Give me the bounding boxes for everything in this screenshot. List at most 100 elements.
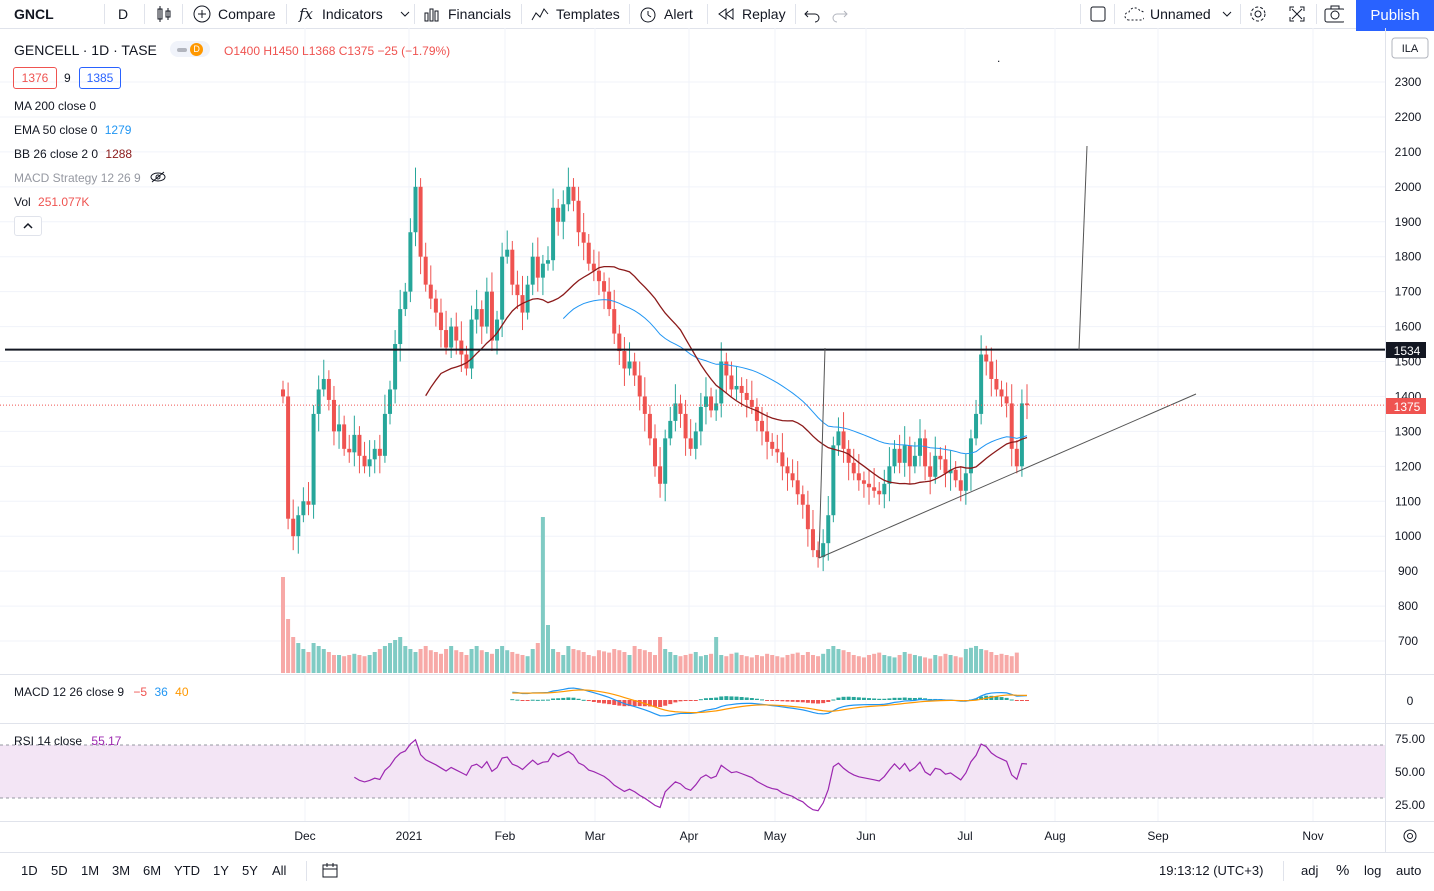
rsi-legend[interactable]: RSI 14 close 55.17 xyxy=(14,734,121,748)
alert-button[interactable]: Alert xyxy=(638,0,693,28)
divider xyxy=(414,4,415,24)
volume-bar xyxy=(963,649,968,673)
candle-body xyxy=(357,434,362,456)
volume-bar xyxy=(928,658,933,673)
layout-name-button[interactable]: Unnamed xyxy=(1124,0,1243,28)
candle-body xyxy=(754,406,759,421)
candle-body xyxy=(933,455,938,477)
collapse-legend-button[interactable] xyxy=(14,216,42,236)
candle-body xyxy=(953,469,958,481)
volume-bar xyxy=(673,655,678,673)
volume-bar xyxy=(816,656,821,673)
ask-price-box[interactable]: 1385 xyxy=(79,67,121,89)
clock[interactable]: 19:13:12 (UTC+3) xyxy=(1159,863,1264,878)
price-tick-label: 1700 xyxy=(1395,285,1422,299)
symbol-title[interactable]: GENCELL · 1D · TASE xyxy=(14,42,157,58)
currency-box[interactable] xyxy=(1391,37,1429,59)
study-volume[interactable]: Vol 251.077K xyxy=(14,195,89,209)
financials-button[interactable]: Financials xyxy=(422,0,511,28)
trend-line-drawing[interactable] xyxy=(818,393,1197,559)
macd-histogram-bar xyxy=(734,696,739,700)
templates-button[interactable]: Templates xyxy=(530,0,620,28)
volume-bar xyxy=(561,655,566,673)
bid-price-box[interactable]: 1376 xyxy=(13,67,57,89)
volume-bar xyxy=(877,652,882,673)
candle-body xyxy=(642,396,647,414)
volume-bar xyxy=(709,653,714,673)
indicators-button[interactable]: fx Indicators xyxy=(296,0,383,28)
redo-button[interactable] xyxy=(830,0,856,28)
volume-bar xyxy=(663,649,668,673)
range-1m[interactable]: 1M xyxy=(81,863,100,878)
volume-bar xyxy=(602,651,607,673)
candle-body xyxy=(474,309,479,320)
layout-toggle[interactable] xyxy=(1088,0,1114,28)
trend-line-drawing[interactable] xyxy=(1078,145,1088,351)
replay-button[interactable]: Replay xyxy=(716,0,786,28)
compare-button[interactable]: Compare xyxy=(192,0,276,28)
candle-body xyxy=(673,403,678,421)
macd-value: 36 xyxy=(154,685,168,699)
macd-histogram-bar xyxy=(647,700,652,707)
macd-histogram-bar xyxy=(591,700,596,702)
range-6m[interactable]: 6M xyxy=(143,863,162,878)
top-toolbar: GNCL D Compare fx Indicators Financials … xyxy=(0,0,1434,29)
macd-histogram-bar xyxy=(602,700,607,704)
interval-button[interactable]: D xyxy=(118,0,128,28)
macd-histogram-bar xyxy=(653,700,657,707)
study-ema50[interactable]: EMA 50 close 0 1279 xyxy=(14,123,131,137)
axis-settings-button[interactable] xyxy=(1403,829,1417,843)
candle-body xyxy=(321,378,326,390)
adj-toggle[interactable]: adj xyxy=(1301,863,1319,878)
undo-button[interactable] xyxy=(802,0,828,28)
time-axis[interactable]: Dec 2021 Feb Mar Apr May Jun Jul Aug Sep Nov xyxy=(294,829,1323,843)
range-5d[interactable]: 5D xyxy=(51,863,68,878)
macd-legend[interactable]: MACD 12 26 close 9 −5 36 40 xyxy=(14,685,189,699)
volume-bar xyxy=(912,655,917,673)
volume-bar xyxy=(775,656,780,673)
trend-line-drawing[interactable] xyxy=(818,347,826,559)
macd-histogram-bar xyxy=(994,696,999,700)
divider xyxy=(182,4,183,24)
macd-histogram-bar xyxy=(800,700,805,703)
settings-button[interactable] xyxy=(1248,0,1274,28)
volume-bar xyxy=(826,649,831,673)
ema-line xyxy=(562,299,1028,455)
gear-icon xyxy=(1403,829,1417,843)
volume-bar xyxy=(433,652,438,673)
date-range-button[interactable] xyxy=(321,861,339,884)
currency-label: ILA xyxy=(1402,43,1419,55)
market-status-badge[interactable]: D xyxy=(170,41,210,57)
candle-body xyxy=(1025,403,1029,406)
price-axis[interactable]: 2300220021002000190018001700160015001400… xyxy=(1395,75,1422,648)
volume-bar xyxy=(902,652,907,673)
eye-crossed-icon[interactable] xyxy=(150,171,166,186)
range-1y[interactable]: 1Y xyxy=(213,863,229,878)
study-ma200[interactable]: MA 200 close 0 xyxy=(14,99,96,113)
range-3m[interactable]: 3M xyxy=(112,863,131,878)
volume-bar xyxy=(846,652,851,673)
range-ytd[interactable]: YTD xyxy=(174,863,200,878)
candle-body xyxy=(770,441,775,449)
snapshot-button[interactable] xyxy=(1324,0,1350,28)
candle-body xyxy=(433,298,438,313)
study-macd-strategy[interactable]: MACD Strategy 12 26 9 xyxy=(14,171,166,186)
macd-histogram-bar xyxy=(877,698,882,700)
indicators-dropdown[interactable] xyxy=(395,0,421,28)
candle-body xyxy=(306,501,311,505)
symbol-search[interactable]: GNCL xyxy=(14,0,54,28)
candle-body xyxy=(882,483,887,495)
fullscreen-button[interactable] xyxy=(1287,0,1313,28)
range-1d[interactable]: 1D xyxy=(21,863,38,878)
candle-body xyxy=(1014,448,1019,467)
chart-canvas[interactable]: 2300220021002000190018001700160015001400… xyxy=(0,0,1434,852)
auto-toggle[interactable]: auto xyxy=(1396,863,1422,878)
log-toggle[interactable]: log xyxy=(1364,863,1382,878)
publish-button[interactable]: Publish xyxy=(1356,0,1434,31)
study-bb[interactable]: BB 26 close 2 0 1288 xyxy=(14,147,132,161)
range-5y[interactable]: 5Y xyxy=(242,863,258,878)
range-all[interactable]: All xyxy=(272,863,287,878)
percent-toggle[interactable]: % xyxy=(1336,862,1350,879)
study-value: 1279 xyxy=(104,123,132,137)
bar-style-button[interactable] xyxy=(154,0,180,28)
